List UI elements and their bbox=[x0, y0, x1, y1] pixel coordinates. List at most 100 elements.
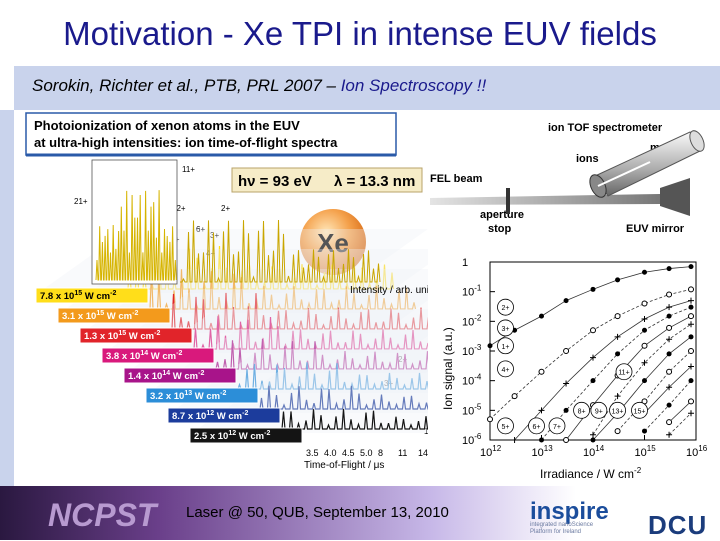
data-point bbox=[641, 359, 648, 366]
spectrum-peak-label: 21+ bbox=[74, 197, 88, 206]
y-tick-label: 10-3 bbox=[462, 343, 482, 358]
x-tick-label: 1016 bbox=[686, 444, 708, 459]
y-tick-label: 10-6 bbox=[462, 432, 482, 447]
series-15plus bbox=[666, 410, 695, 438]
intensity-label: 8.7 x 1012 W cm-2 bbox=[167, 407, 281, 424]
svg-text:1.4 x 1014 W cm-2: 1.4 x 1014 W cm-2 bbox=[128, 370, 204, 382]
setup-aperture-2: stop bbox=[488, 223, 512, 235]
intensity-label: 3.8 x 1014 W cm-2 bbox=[101, 347, 215, 364]
intensity-label: 1.4 x 1014 W cm-2 bbox=[123, 367, 237, 384]
data-point bbox=[666, 336, 673, 343]
series-8plus bbox=[614, 348, 695, 435]
dcu-logo: DCU bbox=[648, 510, 708, 540]
data-point bbox=[688, 264, 694, 270]
data-point bbox=[642, 327, 647, 333]
data-point bbox=[666, 431, 673, 438]
ncpst-logo: NCPST bbox=[48, 497, 157, 533]
slide-title: Motivation - Xe TPI in intense EUV field… bbox=[63, 15, 657, 52]
curve-label: 8+ bbox=[573, 401, 590, 419]
data-point bbox=[642, 269, 647, 275]
data-point bbox=[538, 368, 545, 375]
setup-aperture-1: aperture bbox=[480, 209, 524, 221]
data-point bbox=[563, 380, 570, 387]
data-point bbox=[688, 378, 694, 384]
photon-box bbox=[231, 167, 423, 193]
tof-axis-label: Time-of-Flight / μs bbox=[304, 460, 384, 471]
data-point bbox=[641, 300, 648, 307]
curve-label: 9+ bbox=[590, 401, 608, 419]
x-tick-label: 1012 bbox=[480, 444, 502, 459]
data-point bbox=[666, 419, 673, 426]
curve-label: 13+ bbox=[609, 401, 626, 419]
subtitle-topic: Ion Spectroscopy !! bbox=[340, 76, 487, 95]
data-point bbox=[511, 393, 518, 400]
data-point bbox=[539, 313, 544, 319]
data-point bbox=[590, 354, 596, 361]
data-point bbox=[688, 286, 695, 293]
data-point bbox=[641, 342, 648, 349]
data-point bbox=[666, 291, 673, 298]
spectrum-trace bbox=[104, 289, 494, 353]
footer-band bbox=[0, 486, 720, 540]
curve-label: 2+ bbox=[497, 298, 514, 316]
svg-text:1.3 x 1015 W cm-2: 1.3 x 1015 W cm-2 bbox=[84, 330, 160, 342]
spectrum-peak-label: 2+ bbox=[221, 204, 230, 213]
data-point bbox=[563, 407, 569, 413]
figure-title-line1: Photoionization of xenon atoms in the EU… bbox=[34, 118, 300, 133]
intensity-labels: 7.8 x 1015 W cm-2 3.1 x 1015 W cm-2 1.3 x … bbox=[35, 287, 303, 444]
intensity-label: 3.1 x 1015 W cm-2 bbox=[57, 307, 171, 324]
data-point bbox=[487, 343, 493, 349]
tof-tick-label: 4.5 bbox=[342, 448, 355, 458]
spectrum-peak-label: 2+ bbox=[398, 355, 407, 364]
data-point bbox=[511, 437, 518, 443]
wavelength: λ = 13.3 nm bbox=[334, 173, 415, 190]
tof-tick-label: 4.0 bbox=[324, 448, 337, 458]
intensity-label: 7.8 x 1015 W cm-2 bbox=[35, 287, 149, 304]
setup-ions: ions bbox=[576, 153, 599, 165]
curve-label: 5+ bbox=[497, 417, 514, 435]
data-point bbox=[688, 304, 694, 310]
spectrum-peak-label: 4+ bbox=[206, 249, 215, 258]
data-point bbox=[590, 286, 596, 292]
y-tick-label: 10-2 bbox=[462, 313, 482, 328]
svg-text:9+: 9+ bbox=[595, 408, 603, 415]
tof-tick-label: 5.0 bbox=[360, 448, 373, 458]
svg-text:8+: 8+ bbox=[578, 408, 586, 415]
spectrum-trace bbox=[82, 269, 472, 333]
data-point bbox=[688, 313, 695, 320]
series-1plus bbox=[487, 264, 694, 349]
svg-text:3.8 x 1014 W cm-2: 3.8 x 1014 W cm-2 bbox=[106, 350, 182, 362]
y-tick-label: 10-4 bbox=[462, 373, 482, 388]
data-point bbox=[590, 437, 596, 443]
x-tick-label: 1015 bbox=[635, 444, 657, 459]
tof-tick-label: 8 bbox=[378, 448, 383, 458]
footer-text: Laser @ 50, QUB, September 13, 2010 bbox=[186, 504, 449, 521]
y-axis-label: Ion signal (a.u.) bbox=[441, 327, 455, 410]
svg-text:7.8 x 1015 W cm-2: 7.8 x 1015 W cm-2 bbox=[40, 290, 116, 302]
spectrum-peak-label: 11+ bbox=[182, 165, 195, 174]
series-3plus bbox=[511, 297, 695, 443]
x-tick-label: 1013 bbox=[532, 444, 554, 459]
data-point bbox=[688, 410, 695, 417]
photon-energy: hν = 93 eV bbox=[238, 173, 312, 190]
tof-tick-label: 14 bbox=[418, 448, 428, 458]
data-point bbox=[642, 428, 647, 434]
data-point bbox=[614, 313, 621, 320]
inspire-subtext: integrated nanoScience Platform for Irel… bbox=[530, 522, 594, 535]
intensity-label: 2.5 x 1012 W cm-2 bbox=[189, 427, 303, 444]
data-point bbox=[666, 384, 673, 391]
data-point bbox=[615, 351, 621, 357]
subtitle: Sorokin, Richter et al., PTB, PRL 2007 –… bbox=[32, 76, 486, 96]
svg-text:2+: 2+ bbox=[502, 305, 510, 312]
svg-text:7+: 7+ bbox=[553, 424, 561, 431]
data-point bbox=[666, 266, 672, 272]
xe-sphere bbox=[300, 209, 366, 275]
svg-text:8.7 x 1012 W cm-2: 8.7 x 1012 W cm-2 bbox=[172, 410, 248, 422]
setup-fel-beam: FEL beam bbox=[430, 173, 483, 185]
data-point bbox=[666, 402, 672, 408]
svg-text:2.5 x 1012 W cm-2: 2.5 x 1012 W cm-2 bbox=[194, 430, 270, 442]
x-axis-label: Irradiance / W cm-2 bbox=[540, 466, 642, 481]
data-point bbox=[688, 334, 694, 340]
data-point bbox=[614, 333, 621, 340]
